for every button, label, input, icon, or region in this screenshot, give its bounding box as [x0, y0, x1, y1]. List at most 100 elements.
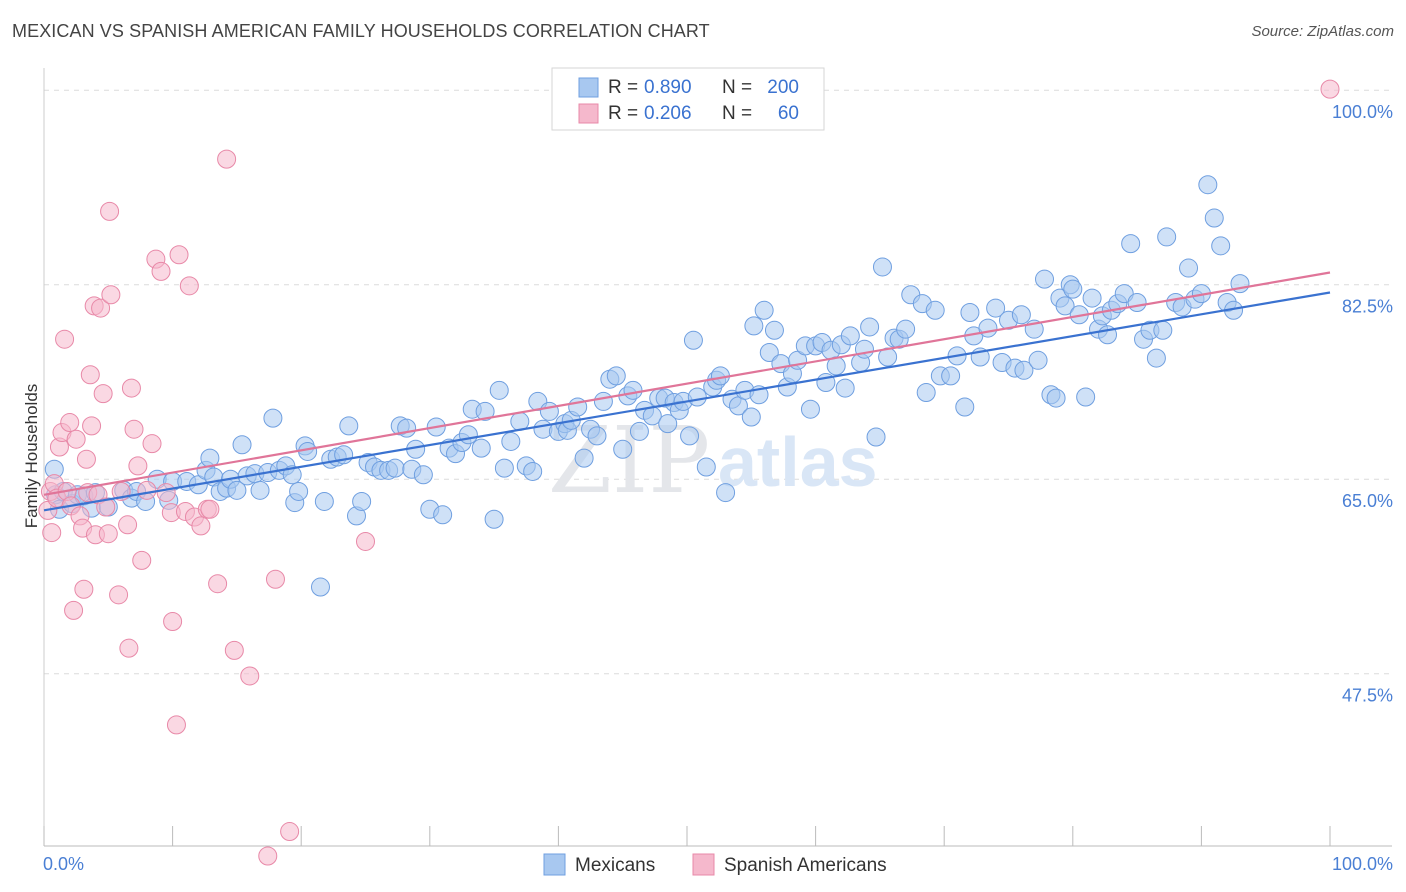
legend-r-label-mexicans: R = — [608, 77, 638, 98]
point-mexicans-176 — [1121, 234, 1141, 254]
axes — [43, 68, 1392, 847]
point-mexicans-25 — [227, 480, 247, 500]
point-mexicans-39 — [310, 577, 330, 597]
point-spanish-americans-47 — [179, 276, 199, 296]
point-spanish-americans-26 — [98, 524, 118, 544]
legend-r-value-spanish-americans: 0.206 — [644, 103, 692, 124]
point-spanish-americans-37 — [137, 480, 157, 500]
point-mexicans-56 — [413, 465, 433, 485]
point-mexicans-51 — [385, 458, 405, 478]
point-mexicans-159 — [1028, 350, 1048, 370]
trend-lines — [43, 271, 1331, 512]
point-spanish-americans-15 — [74, 579, 94, 599]
point-spanish-americans-18 — [80, 365, 100, 385]
point-mexicans-59 — [433, 505, 453, 525]
point-mexicans-188 — [1198, 175, 1218, 195]
point-spanish-americans-44 — [166, 715, 186, 735]
point-spanish-americans-56 — [258, 846, 278, 866]
point-mexicans-69 — [494, 458, 514, 478]
point-mexicans-169 — [1082, 288, 1102, 308]
watermark-atlas: atlas — [718, 423, 878, 501]
point-spanish-americans-36 — [132, 550, 152, 570]
x-tick-label-1: 100.0% — [1332, 854, 1393, 874]
point-mexicans-53 — [397, 418, 417, 438]
point-mexicans-66 — [475, 401, 495, 421]
point-spanish-americans-31 — [118, 515, 138, 535]
point-mexicans-90 — [623, 380, 643, 400]
point-mexicans-31 — [263, 408, 283, 428]
point-mexicans-100 — [680, 426, 700, 446]
y-tick-label-2: 82.5% — [1342, 297, 1393, 317]
point-spanish-americans-51 — [200, 499, 220, 519]
point-mexicans-181 — [1153, 320, 1173, 340]
point-mexicans-63 — [458, 425, 478, 445]
point-mexicans-70 — [501, 431, 521, 451]
point-spanish-americans-34 — [124, 419, 144, 439]
point-mexicans-164 — [1055, 296, 1075, 316]
bottom-legend: Mexicans Spanish Americans — [543, 853, 887, 876]
y-tick-label-3: 100.0% — [1332, 102, 1393, 122]
legend-r-label-spanish-americans: R = — [608, 103, 638, 124]
point-mexicans-162 — [1046, 388, 1066, 408]
legend-n-value-mexicans: 200 — [767, 77, 799, 98]
trend-line-mexicans — [43, 291, 1331, 512]
chart-title: MEXICAN VS SPANISH AMERICAN FAMILY HOUSE… — [12, 21, 710, 41]
point-mexicans-156 — [1011, 305, 1031, 325]
bottom-legend-label-spanish-americans: Spanish Americans — [724, 855, 887, 876]
point-spanish-americans-40 — [151, 261, 171, 281]
point-mexicans-96 — [658, 414, 678, 434]
point-mexicans-132 — [854, 339, 874, 359]
point-mexicans-65 — [471, 438, 491, 458]
trend-line-spanish-americans — [43, 271, 1331, 496]
point-mexicans-111 — [741, 407, 761, 427]
point-mexicans-160 — [1035, 269, 1055, 289]
point-mexicans-134 — [872, 257, 892, 277]
point-mexicans-168 — [1076, 387, 1096, 407]
point-mexicans-142 — [916, 383, 936, 403]
point-spanish-americans-28 — [101, 285, 121, 305]
point-mexicans-40 — [314, 491, 334, 511]
point-mexicans-38 — [298, 441, 318, 461]
point-spanish-americans-19 — [82, 416, 102, 436]
point-mexicans-143 — [925, 300, 945, 320]
point-mexicans-129 — [835, 378, 855, 398]
point-mexicans-85 — [593, 391, 613, 411]
source-label: Source: ZipAtlas.com — [1251, 23, 1394, 40]
legend-swatch-spanish-americans — [578, 103, 599, 124]
point-mexicans-177 — [1127, 293, 1147, 313]
point-mexicans-73 — [523, 461, 543, 481]
bottom-legend-label-mexicans: Mexicans — [575, 855, 655, 876]
point-mexicans-29 — [250, 480, 270, 500]
y-tick-label-0: 47.5% — [1342, 686, 1393, 706]
point-mexicans-46 — [352, 491, 372, 511]
legend-n-label-spanish-americans: N = — [722, 103, 752, 124]
bottom-legend-swatch-spanish-americans — [692, 853, 715, 876]
point-spanish-americans-60 — [1320, 79, 1340, 99]
point-spanish-americans-55 — [240, 666, 260, 686]
point-mexicans-36 — [289, 481, 309, 501]
point-spanish-americans-52 — [208, 574, 228, 594]
point-mexicans-148 — [960, 303, 980, 323]
point-mexicans-180 — [1146, 348, 1166, 368]
point-mexicans-122 — [800, 399, 820, 419]
point-mexicans-166 — [1063, 279, 1083, 299]
point-mexicans-182 — [1157, 227, 1177, 247]
point-spanish-americans-11 — [64, 600, 84, 620]
point-mexicans-87 — [606, 366, 626, 386]
point-mexicans-116 — [764, 320, 784, 340]
point-spanish-americans-25 — [96, 497, 116, 517]
point-spanish-americans-24 — [93, 384, 113, 404]
data-points — [38, 79, 1340, 866]
point-mexicans-189 — [1204, 208, 1224, 228]
point-mexicans-145 — [941, 366, 961, 386]
point-spanish-americans-16 — [76, 449, 96, 469]
legend-swatch-mexicans — [578, 77, 599, 98]
point-spanish-americans-27 — [100, 201, 120, 221]
point-spanish-americans-35 — [128, 456, 148, 476]
legend-n-label-mexicans: N = — [722, 77, 752, 98]
point-mexicans-76 — [539, 401, 559, 421]
point-spanish-americans-41 — [156, 483, 176, 503]
point-mexicans-152 — [986, 298, 1006, 318]
point-spanish-americans-49 — [191, 516, 211, 536]
